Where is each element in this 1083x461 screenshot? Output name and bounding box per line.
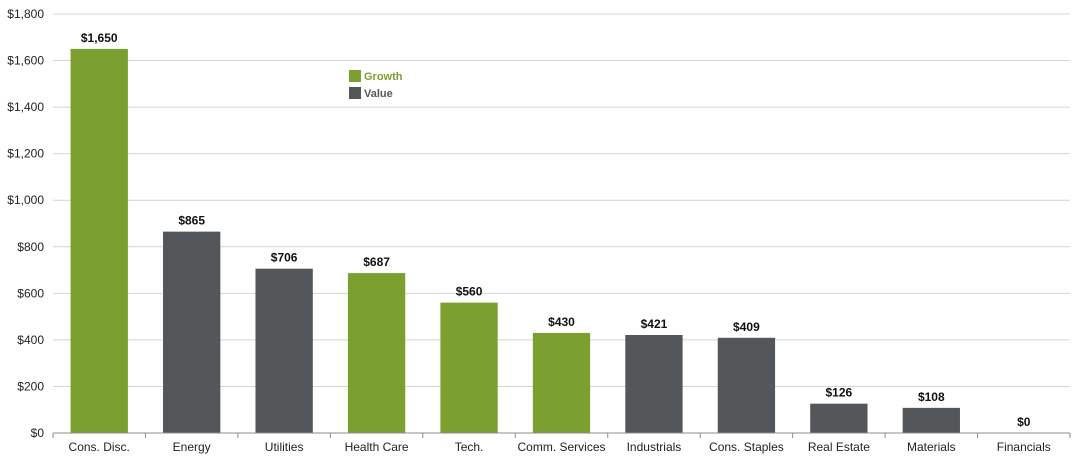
y-axis-tick-labels: $0 $200 $400 $600 $800 $1,000 $1,200 $1,400 $1,6…	[7, 7, 44, 440]
y-tick-label: $0	[31, 426, 45, 440]
bars	[70, 48, 960, 434]
bar-cons-staples	[717, 337, 776, 433]
bar-value-label: $126	[826, 386, 853, 400]
x-tick-label: Real Estate	[808, 440, 870, 454]
bar-value-label: $865	[178, 214, 205, 228]
x-tick-label: Cons. Staples	[709, 440, 784, 454]
x-tick-label: Comm. Services	[517, 440, 605, 454]
y-tick-label: $1,000	[7, 193, 44, 207]
legend-swatch-value	[349, 87, 361, 99]
bar-industrials	[625, 335, 683, 433]
y-tick-label: $1,800	[7, 7, 44, 21]
bar-health-care	[347, 273, 406, 433]
bar-utilities	[255, 268, 313, 433]
x-tick-label: Tech.	[455, 440, 484, 454]
legend-label-growth: Growth	[364, 71, 403, 83]
y-tick-label: $1,400	[7, 100, 44, 114]
bar-value-label: $0	[1017, 415, 1031, 429]
x-tick-label: Industrials	[627, 440, 682, 454]
bar-tech	[440, 302, 498, 433]
bar-value-label: $706	[271, 251, 298, 265]
y-tick-label: $1,600	[7, 54, 44, 68]
bar-value-label: $108	[918, 390, 945, 404]
y-tick-label: $200	[17, 379, 44, 393]
x-axis-tick-labels: Cons. Disc. Energy Utilities Health Care Tec…	[69, 440, 1051, 454]
bar-value-label: $421	[641, 317, 668, 331]
x-tick-label: Energy	[173, 440, 211, 454]
bar-materials	[902, 407, 960, 433]
bar-energy	[163, 231, 221, 433]
x-tick-label: Financials	[997, 440, 1051, 454]
gridlines	[53, 13, 1070, 387]
bar-value-label: $560	[456, 285, 483, 299]
legend-swatch-growth	[349, 70, 361, 82]
bar-cons-disc	[70, 48, 128, 434]
bar-value-labels: $1,650 $865 $706 $687 $560 $430 $421 $409 $126 $1…	[81, 31, 1031, 429]
x-tick-label: Materials	[907, 440, 956, 454]
y-tick-label: $800	[17, 240, 44, 254]
bar-real-estate	[810, 403, 868, 433]
y-tick-label: $1,200	[7, 147, 44, 161]
x-tick-label: Health Care	[345, 440, 409, 454]
bar-value-label: $1,650	[81, 31, 118, 45]
bar-comm-services	[532, 332, 591, 433]
bar-value-label: $687	[363, 255, 390, 269]
bar-value-label: $430	[548, 315, 575, 329]
x-tick-label: Cons. Disc.	[69, 440, 130, 454]
y-tick-label: $400	[17, 333, 44, 347]
bar-value-label: $409	[733, 320, 760, 334]
legend: Growth Value	[349, 70, 403, 100]
legend-label-value: Value	[364, 88, 393, 100]
x-axis	[52, 432, 1071, 438]
y-tick-label: $600	[17, 286, 44, 300]
x-tick-label: Utilities	[265, 440, 304, 454]
